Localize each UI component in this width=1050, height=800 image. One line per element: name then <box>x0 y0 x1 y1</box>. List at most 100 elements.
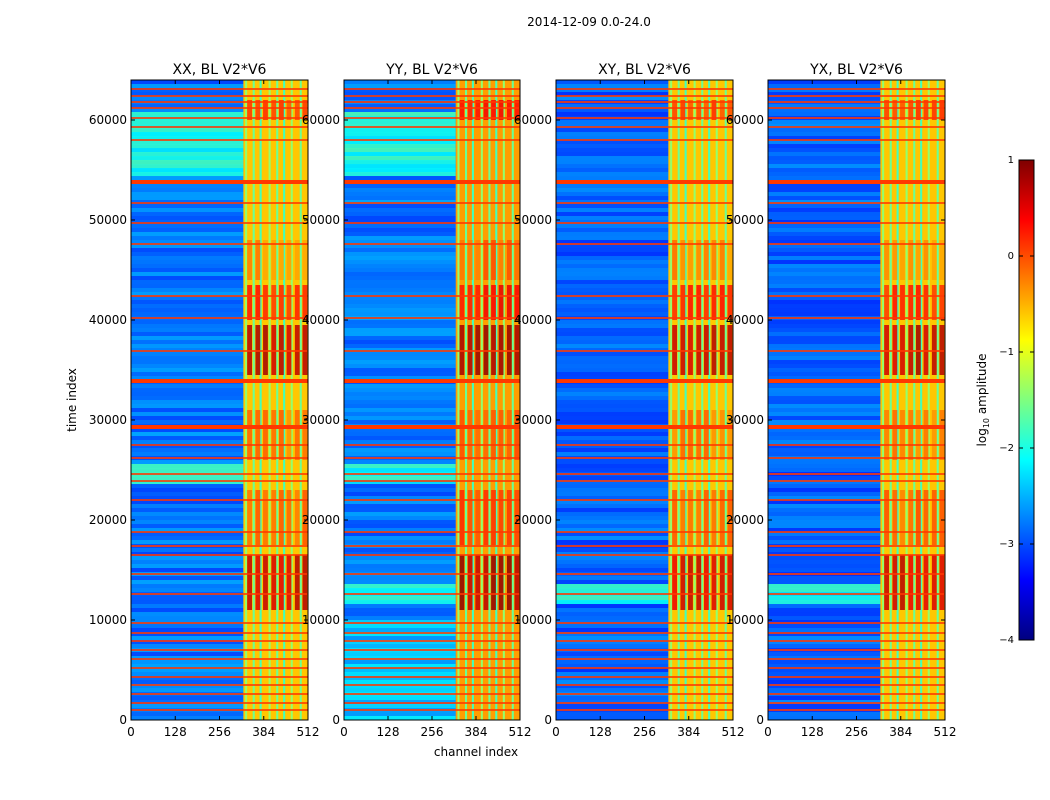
heatmap-strip <box>344 664 456 669</box>
heatmap-strip <box>131 552 244 557</box>
heatmap-strip <box>768 312 881 317</box>
heatmap-strip <box>131 448 244 453</box>
heatmap-strip <box>768 168 881 173</box>
heatmap-strip <box>344 296 456 301</box>
rfi-row <box>768 295 945 297</box>
heatmap-strip <box>556 536 669 541</box>
band-clump <box>680 100 686 120</box>
heatmap-strip <box>768 652 881 657</box>
heatmap-strip <box>768 644 881 649</box>
rfi-row <box>344 473 520 475</box>
heatmap-strip <box>768 336 881 341</box>
heatmap-strip <box>556 392 669 397</box>
heatmap-strip <box>344 176 456 181</box>
heatmap-strip <box>556 252 669 257</box>
rfi-row <box>768 379 945 383</box>
rfi-row <box>768 649 945 651</box>
band-clump <box>688 555 693 610</box>
heatmap-strip <box>344 428 456 433</box>
heatmap-strip <box>344 356 456 361</box>
heatmap-strip <box>344 284 456 289</box>
figure-title: 2014-12-09 0.0-24.0 <box>527 15 651 29</box>
heatmap-strip <box>768 620 881 625</box>
heatmap-strip <box>344 196 456 201</box>
x-tick-label: 0 <box>340 725 348 739</box>
heatmap-strip <box>344 532 456 537</box>
band-clump <box>278 240 284 280</box>
heatmap-strip <box>344 616 456 621</box>
heatmap-strip <box>768 228 881 233</box>
heatmap-strip <box>131 308 244 313</box>
heatmap-strip <box>131 636 244 641</box>
heatmap-strip <box>768 412 881 417</box>
heatmap-strip <box>556 624 669 629</box>
rfi-row <box>768 702 945 704</box>
heatmap-strip <box>556 220 669 225</box>
heatmap-strip <box>131 132 244 137</box>
heatmap-strip <box>768 688 881 693</box>
heatmap-strip <box>344 716 456 721</box>
band-column <box>511 80 514 720</box>
heatmap-strip <box>768 560 881 565</box>
heatmap-strip <box>556 560 669 565</box>
heatmap-strip <box>344 360 456 365</box>
rfi-row <box>768 457 945 459</box>
heatmap-strip <box>344 156 456 161</box>
heatmap-strip <box>768 340 881 345</box>
heatmap-strip <box>131 480 244 485</box>
band-clump <box>931 100 937 120</box>
heatmap-strip <box>556 444 669 449</box>
heatmap-strip <box>131 700 244 705</box>
band-clump <box>680 325 686 375</box>
heatmap-strip <box>768 236 881 241</box>
band-clump <box>680 240 686 280</box>
heatmap-strip <box>131 88 244 93</box>
heatmap-strip <box>556 464 669 469</box>
rfi-row <box>556 480 733 482</box>
heatmap-strip <box>556 332 669 337</box>
heatmap-strip <box>344 396 456 401</box>
rfi-row <box>556 379 733 383</box>
heatmap-strip <box>344 416 456 421</box>
heatmap-strip <box>131 408 244 413</box>
band-clump <box>286 490 292 545</box>
colorbar-tick-label: −3 <box>999 539 1014 550</box>
band-column <box>276 80 279 720</box>
band-clump <box>719 325 725 375</box>
band-column <box>715 80 718 720</box>
band-clump <box>696 100 702 120</box>
band-clump <box>688 285 693 320</box>
heatmap-strip <box>768 356 881 361</box>
band-clump <box>900 325 905 375</box>
y-tick-label: 50000 <box>302 213 340 227</box>
heatmap-strip <box>768 428 881 433</box>
heatmap-strip <box>131 232 244 237</box>
rfi-row <box>344 126 520 128</box>
band-clump <box>900 285 905 320</box>
heatmap-strip <box>344 624 456 629</box>
heatmap-strip <box>344 700 456 705</box>
heatmap-strip <box>131 704 244 709</box>
band-clump <box>247 325 252 375</box>
band-clump <box>711 555 717 610</box>
heatmap-strip <box>344 252 456 257</box>
heatmap-strip <box>556 304 669 309</box>
heatmap-strip <box>131 564 244 569</box>
heatmap-strip <box>768 384 881 389</box>
band-clump <box>247 410 252 460</box>
band-clump <box>680 555 686 610</box>
rfi-row <box>344 350 520 352</box>
heatmap-strip <box>131 452 244 457</box>
heatmap-strip <box>344 520 456 525</box>
heatmap-strip <box>768 364 881 369</box>
heatmap-strip <box>344 144 456 149</box>
heatmap-strip <box>556 484 669 489</box>
band-clump <box>271 285 277 320</box>
rfi-row <box>131 88 308 90</box>
heatmap-strip <box>768 304 881 309</box>
heatmap-strip <box>131 92 244 97</box>
heatmap-strip <box>344 580 456 585</box>
panel-title: XY, BL V2*V6 <box>598 62 691 78</box>
heatmap-strip <box>131 144 244 149</box>
rfi-row <box>768 709 945 711</box>
